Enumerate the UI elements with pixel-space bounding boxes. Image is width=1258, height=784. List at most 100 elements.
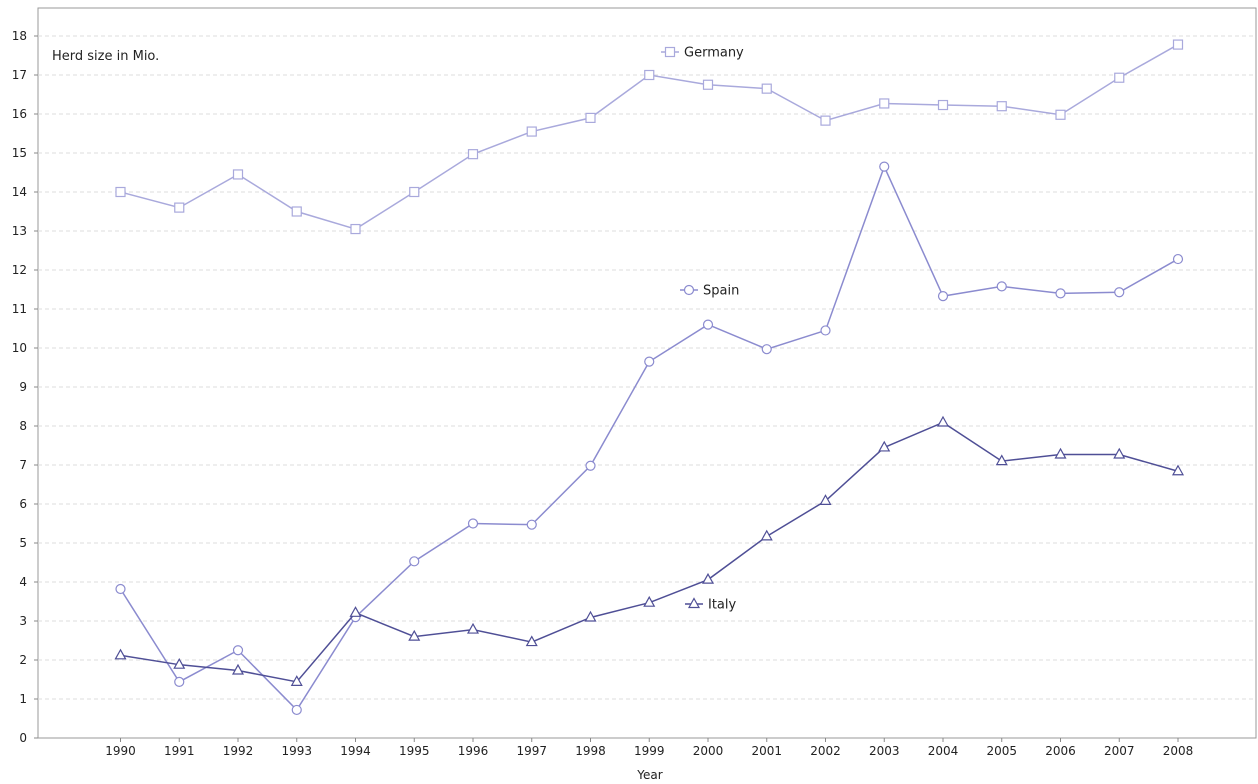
series-italy [114, 415, 1185, 686]
data-point-italy [290, 675, 303, 686]
x-tick-label: 1992 [223, 744, 254, 758]
y-tick-label: 4 [19, 575, 27, 589]
y-tick-label: 5 [19, 536, 27, 550]
data-point-italy [408, 629, 421, 641]
data-point-germany [350, 223, 361, 235]
y-tick-label: 10 [12, 341, 27, 355]
data-point-spain [526, 519, 537, 530]
y-tick-label: 9 [19, 380, 27, 394]
y-tick-label: 8 [19, 419, 27, 433]
data-point-spain [879, 161, 890, 172]
data-point-germany [761, 83, 772, 94]
data-point-italy [466, 622, 480, 634]
legend-label: Italy [708, 598, 737, 613]
legend-entry-germany: Germany [661, 46, 744, 61]
data-point-italy [701, 572, 715, 584]
y-tick-label: 18 [12, 29, 27, 43]
unit-label: Herd size in Mio. [52, 49, 159, 64]
y-tick-label: 6 [19, 497, 27, 511]
data-point-italy [760, 529, 773, 541]
data-point-germany [820, 115, 831, 126]
series-spain [115, 161, 1184, 716]
series-labels: Germany Spain Italy [661, 46, 744, 613]
x-tick-label: 2007 [1104, 744, 1135, 758]
x-tick-label: 2000 [693, 744, 724, 758]
y-tick-label: 1 [19, 692, 27, 706]
data-point-germany [879, 98, 890, 109]
data-point-italy [878, 440, 891, 452]
y-tick-label: 14 [12, 185, 27, 199]
data-point-italy [349, 606, 362, 617]
data-point-italy [114, 648, 127, 660]
data-point-spain [702, 319, 714, 330]
y-tick-label: 3 [19, 614, 27, 628]
data-point-italy [643, 595, 656, 607]
plot-area [37, 7, 1257, 739]
data-point-germany [232, 169, 244, 180]
data-point-italy [1113, 447, 1126, 459]
data-point-spain [820, 325, 831, 336]
x-tick-label: 2005 [986, 744, 1017, 758]
data-point-germany [996, 101, 1007, 112]
x-tick-label: 1991 [164, 744, 195, 758]
y-tick-label: 12 [12, 263, 27, 277]
y-tick-label: 11 [12, 302, 27, 316]
data-point-spain [115, 583, 126, 595]
data-point-spain [291, 704, 302, 716]
data-point-spain [1172, 253, 1184, 265]
y-tick-label: 2 [19, 653, 27, 667]
data-point-italy [1171, 464, 1185, 476]
x-tick-label: 1994 [340, 744, 371, 758]
data-point-germany [467, 149, 479, 160]
legend-marker-triangle [687, 597, 701, 609]
data-point-spain [996, 281, 1007, 292]
data-point-italy [995, 454, 1008, 466]
x-tick-label: 2001 [751, 744, 782, 758]
data-point-germany [644, 69, 655, 81]
data-point-italy [1054, 447, 1067, 459]
data-point-spain [644, 356, 655, 367]
data-point-germany [174, 202, 185, 213]
x-tick-label: 1999 [634, 744, 665, 758]
data-point-italy [525, 635, 538, 647]
x-tick-label: 1998 [575, 744, 606, 758]
y-tick-label: 16 [12, 107, 27, 121]
data-point-germany [526, 126, 537, 137]
data-point-spain [1055, 288, 1066, 299]
y-tick-label: 0 [19, 731, 27, 745]
data-point-germany [1172, 39, 1184, 50]
data-point-italy [936, 415, 950, 427]
y-tick-label: 7 [19, 458, 27, 472]
x-tick-label: 1993 [281, 744, 312, 758]
x-axis-title: Year [636, 768, 662, 782]
data-point-germany [409, 186, 420, 198]
x-tick-label: 2002 [810, 744, 841, 758]
data-point-germany [937, 99, 949, 111]
x-tick-label: 2006 [1045, 744, 1076, 758]
data-point-germany [702, 79, 714, 90]
data-point-germany [1114, 72, 1125, 83]
x-tick-label: 2008 [1163, 744, 1194, 758]
data-point-italy [584, 610, 597, 622]
legend-marker-square [664, 46, 676, 58]
legend-label: Spain [703, 284, 739, 299]
data-point-italy [231, 663, 245, 675]
data-point-germany [291, 206, 302, 217]
data-point-spain [467, 518, 479, 529]
x-tick-label: 2004 [928, 744, 959, 758]
data-point-spain [409, 556, 420, 567]
data-point-spain [585, 460, 596, 471]
x-axis-ticks: 1990 1991 1992 1993 1994 1995 1996 1997 1998 1999… [105, 738, 1193, 758]
data-point-italy [173, 657, 186, 669]
y-tick-label: 15 [12, 146, 27, 160]
data-point-germany [585, 112, 596, 124]
data-point-spain [232, 645, 244, 656]
data-point-italy [819, 494, 832, 505]
data-point-germany [115, 186, 126, 198]
legend-entry-italy: Italy [685, 597, 737, 613]
data-point-germany [1055, 109, 1066, 120]
data-point-spain [761, 344, 772, 355]
x-tick-label: 1995 [399, 744, 430, 758]
legend-label: Germany [684, 46, 744, 61]
